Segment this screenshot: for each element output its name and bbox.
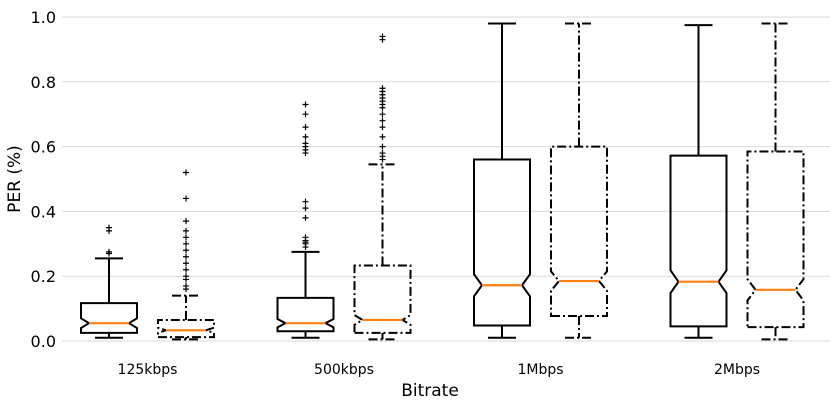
x-tick-label: 2Mbps [714, 362, 760, 378]
boxes [80, 22, 805, 341]
box-body [746, 150, 805, 329]
box-500kbps-solid [276, 101, 335, 339]
outlier-marker [106, 224, 112, 231]
box-125kbps-dashdot [157, 169, 215, 341]
outlier-marker [379, 150, 386, 157]
grid-lines [62, 16, 830, 342]
box-1Mbps-solid [473, 22, 531, 339]
box-2Mbps-dashdot [746, 22, 805, 341]
y-tick-label: 0.0 [31, 332, 56, 351]
outlier-marker [183, 282, 189, 289]
x-axis-title: Bitrate [401, 381, 459, 401]
outlier-marker [379, 85, 386, 92]
box-125kbps-solid [80, 224, 138, 339]
outlier-marker [183, 169, 189, 176]
box-body [550, 145, 608, 318]
outlier-marker [379, 133, 386, 140]
outlier-marker [183, 218, 189, 225]
box-body [473, 158, 531, 327]
outlier-marker [302, 234, 309, 241]
x-tick-label: 125kbps [118, 362, 178, 378]
outlier-marker [183, 227, 189, 234]
x-tick-label: 1Mbps [517, 362, 563, 378]
outlier-marker [302, 133, 309, 140]
y-tick-label: 1.0 [31, 8, 56, 27]
outlier-marker [302, 198, 309, 205]
outlier-marker [302, 111, 309, 118]
outlier-marker [379, 111, 386, 118]
x-tick-label: 500kbps [314, 362, 374, 378]
box-body [276, 296, 335, 333]
box-body [353, 264, 412, 334]
outlier-marker [183, 240, 189, 247]
box-1Mbps-dashdot [550, 22, 608, 339]
outlier-marker [183, 247, 189, 254]
y-tick-label: 0.6 [31, 138, 56, 157]
outlier-marker [183, 266, 189, 273]
y-tick-label: 0.4 [31, 202, 56, 221]
outlier-marker [379, 143, 386, 150]
y-tick-label: 0.8 [31, 73, 56, 92]
box-body [80, 302, 138, 334]
outlier-marker [106, 248, 112, 255]
outlier-marker [302, 101, 309, 108]
outlier-marker [183, 273, 189, 280]
y-axis-title: PER (%) [5, 145, 25, 213]
outlier-marker [379, 124, 386, 131]
outlier-marker [302, 214, 309, 221]
box-2Mbps-solid [669, 24, 728, 339]
outlier-marker [379, 33, 386, 40]
box-500kbps-dashdot [353, 33, 412, 341]
y-axis-ticks: 0.0 0.2 0.4 0.6 0.8 1.0 [31, 8, 56, 351]
outlier-marker [183, 260, 189, 267]
box-body [157, 318, 215, 339]
outlier-marker [379, 117, 386, 124]
outlier-marker [183, 195, 189, 202]
x-axis-ticks: 125kbps 500kbps 1Mbps 2Mbps [118, 362, 760, 378]
outlier-marker [302, 140, 309, 147]
y-tick-label: 0.2 [31, 267, 56, 286]
outlier-marker [183, 253, 189, 260]
box-body [669, 154, 728, 328]
outlier-marker [302, 124, 309, 131]
outlier-marker [302, 205, 309, 212]
outlier-marker [183, 234, 189, 241]
